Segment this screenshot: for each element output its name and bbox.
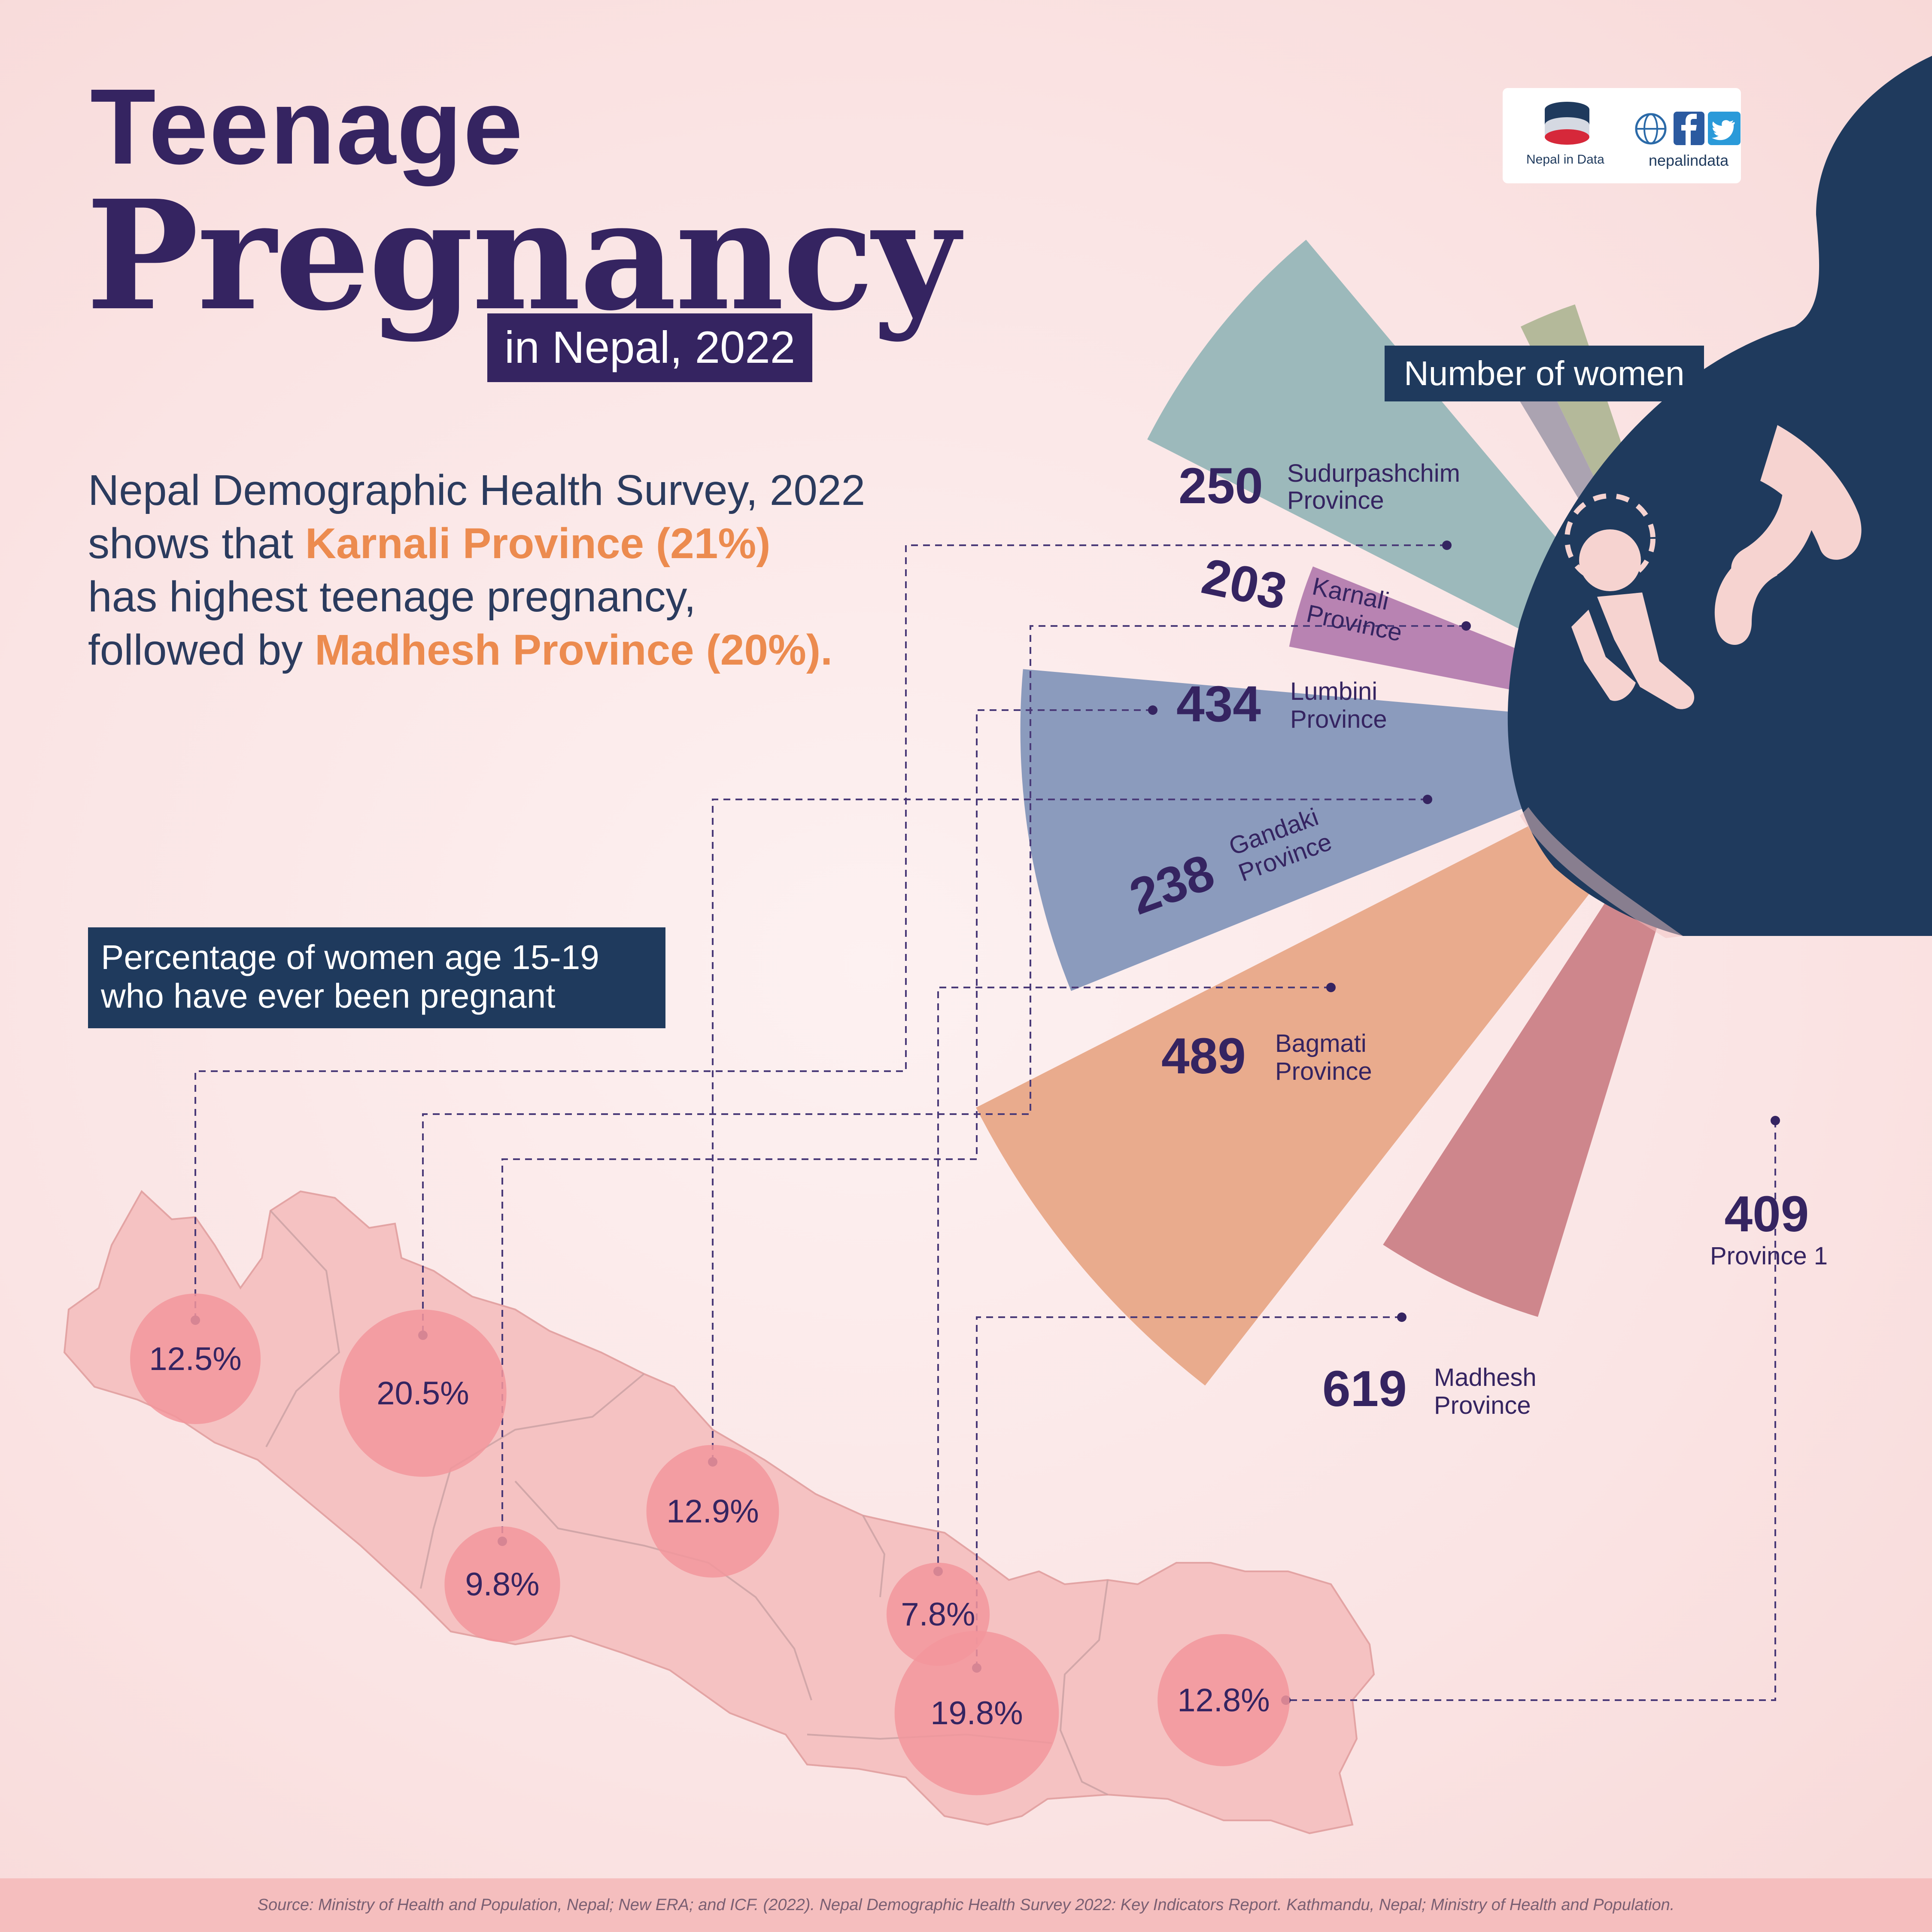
twitter-icon[interactable] bbox=[1708, 112, 1741, 145]
svg-text:Province: Province bbox=[1287, 486, 1384, 514]
intro-line-3: has highest teenage pregnancy, bbox=[88, 573, 696, 621]
database-icon bbox=[1545, 102, 1589, 145]
source-footer: Source: Ministry of Health and Populatio… bbox=[0, 1878, 1932, 1932]
svg-text:Province: Province bbox=[1290, 705, 1387, 733]
baby-icon bbox=[1564, 425, 1862, 709]
svg-text:Lumbini: Lumbini bbox=[1290, 677, 1377, 705]
intro-line-1: Nepal Demographic Health Survey, 2022 bbox=[88, 466, 866, 514]
svg-text:434: 434 bbox=[1176, 676, 1261, 732]
bubble-label-bagmati-province: 7.8% bbox=[901, 1596, 975, 1633]
radial-label-province1: 409 Province 1 bbox=[1710, 1186, 1828, 1270]
svg-text:203: 203 bbox=[1197, 548, 1291, 621]
radial-bar-bagmati-province bbox=[1020, 669, 1543, 991]
intro-text-2: shows that bbox=[88, 519, 305, 568]
radial-label-sudurpashchim: 250 Sudurpashchim Province bbox=[1179, 458, 1460, 514]
bubble-lumbini-province bbox=[444, 1526, 560, 1642]
connector-lines bbox=[194, 544, 1776, 1701]
bubble-madhesh-province bbox=[894, 1631, 1059, 1795]
intro-line-4: followed by Madhesh Province (20%). bbox=[88, 623, 968, 677]
title-line-1: Teenage bbox=[90, 67, 524, 186]
bubble-label-province-1: 12.8% bbox=[1177, 1682, 1270, 1719]
radial-bar-madhesh-province bbox=[976, 815, 1601, 1386]
intro-line-2: shows that Karnali Province (21%) bbox=[88, 517, 968, 570]
intro-text-4: followed by bbox=[88, 626, 315, 674]
radial-bar-chart bbox=[976, 240, 1662, 1386]
intro-text: Nepal Demographic Health Survey, 2022 sh… bbox=[88, 464, 968, 677]
logo-site[interactable]: nepalindata bbox=[1649, 152, 1729, 169]
svg-text:Province: Province bbox=[1275, 1057, 1372, 1085]
brand-logo-box[interactable]: Nepal in Data nepalindata bbox=[1503, 88, 1741, 183]
highlight-madhesh: Madhesh Province (20%). bbox=[315, 626, 832, 674]
bubble-label-madhesh-province: 19.8% bbox=[930, 1695, 1023, 1732]
bubble-label-karnali-province: 20.5% bbox=[377, 1375, 469, 1412]
radial-label-bagmati: 489 Bagmati Province bbox=[1161, 1028, 1372, 1085]
bubble-label-sudurpashchim-province: 12.5% bbox=[149, 1341, 242, 1377]
svg-text:Bagmati: Bagmati bbox=[1275, 1030, 1367, 1057]
percentage-bubbles: 12.5% 20.5% 9.8% 12.9% 7.8% 19.8% 12.8% bbox=[130, 1293, 1290, 1795]
percentage-label: Percentage of women age 15-19 who have e… bbox=[88, 927, 665, 1028]
title-line-3: in Nepal, 2022 bbox=[487, 313, 813, 382]
highlight-karnali: Karnali Province (21%) bbox=[305, 519, 771, 568]
percentage-label-line-2: who have ever been pregnant bbox=[101, 977, 556, 1015]
bubble-province-1 bbox=[1157, 1634, 1290, 1766]
arm-overlay bbox=[1520, 807, 1683, 938]
svg-text:Madhesh: Madhesh bbox=[1434, 1364, 1537, 1391]
bubble-gandaki-province bbox=[646, 1445, 779, 1578]
radial-label-lumbini: 434 Lumbini Province bbox=[1176, 676, 1387, 733]
svg-text:Province: Province bbox=[1434, 1391, 1531, 1419]
logo-name: Nepal in Data bbox=[1526, 152, 1604, 167]
title-line-2: Pregnancy bbox=[86, 167, 960, 344]
bubble-label-gandaki-province: 12.9% bbox=[666, 1493, 759, 1530]
svg-text:Sudurpashchim: Sudurpashchim bbox=[1287, 459, 1460, 487]
bubble-karnali-province bbox=[339, 1309, 507, 1477]
globe-icon[interactable] bbox=[1634, 112, 1668, 146]
svg-text:489: 489 bbox=[1161, 1028, 1246, 1084]
svg-text:Province 1: Province 1 bbox=[1710, 1242, 1828, 1270]
number-of-women-label: Number of women bbox=[1385, 346, 1704, 401]
bubble-label-lumbini-province: 9.8% bbox=[465, 1566, 539, 1603]
radial-bar-province-1 bbox=[1383, 888, 1662, 1317]
percentage-label-line-1: Percentage of women age 15-19 bbox=[101, 938, 599, 976]
svg-text:409: 409 bbox=[1725, 1186, 1809, 1242]
facebook-icon[interactable] bbox=[1674, 112, 1704, 145]
pregnant-figure-silhouette bbox=[1507, 56, 1932, 936]
radial-bar-gandaki-province bbox=[1289, 566, 1543, 694]
svg-text:619: 619 bbox=[1322, 1361, 1407, 1417]
bubble-sudurpashchim-province bbox=[130, 1293, 261, 1425]
svg-text:250: 250 bbox=[1179, 458, 1263, 514]
radial-bar-lumbini-province bbox=[1147, 240, 1596, 644]
radial-label-madhesh: 619 Madhesh Province bbox=[1322, 1361, 1537, 1419]
